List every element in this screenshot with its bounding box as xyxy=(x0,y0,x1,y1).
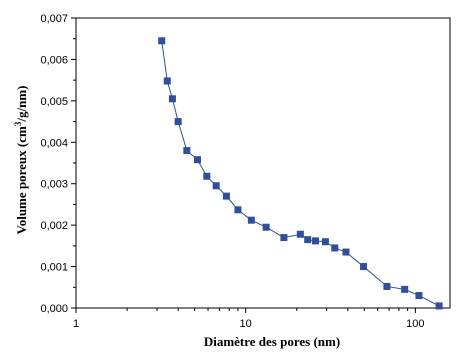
y-tick-label: 0,000 xyxy=(40,303,68,315)
plot-border xyxy=(75,17,451,309)
data-point xyxy=(262,223,270,231)
x-axis-title: Diamètre des pores (nm) xyxy=(204,334,340,349)
data-point xyxy=(321,238,329,246)
y-tick-label: 0,006 xyxy=(40,54,68,66)
y-tick-label: 0,004 xyxy=(40,137,68,149)
x-tick-label: 100 xyxy=(406,318,424,330)
y-axis-title-prefix: Volume poreux (cm xyxy=(14,126,29,235)
y-tick-label: 0,003 xyxy=(40,179,68,191)
data-point xyxy=(415,292,423,300)
data-point xyxy=(222,192,230,200)
data-point xyxy=(193,156,201,164)
data-point xyxy=(158,37,166,45)
y-axis-title-superscript: 3 xyxy=(13,121,23,126)
data-point xyxy=(247,216,255,224)
data-point xyxy=(342,248,350,256)
data-point xyxy=(234,206,242,214)
data-point xyxy=(435,302,443,310)
series-line xyxy=(161,40,440,307)
data-point xyxy=(383,282,391,290)
y-tick-label: 0,007 xyxy=(40,13,68,25)
data-point xyxy=(296,230,304,238)
data-point xyxy=(168,95,176,103)
data-point xyxy=(304,236,312,244)
axis-ticks: 0,000 0,001 0,002 0,003 0,004 0,005 0,006 0,007… xyxy=(40,13,424,330)
data-point xyxy=(203,172,211,180)
data-point xyxy=(312,237,320,245)
data-point xyxy=(212,182,220,190)
x-tick-label: 10 xyxy=(240,318,252,330)
y-tick-label: 0,001 xyxy=(40,262,68,274)
data-point xyxy=(331,244,339,252)
data-point xyxy=(280,234,288,242)
data-point xyxy=(174,118,182,126)
y-axis-title-suffix: /g/nm) xyxy=(14,86,29,123)
data-point xyxy=(360,263,368,271)
data-point xyxy=(183,147,191,155)
x-tick-label: 1 xyxy=(73,318,79,330)
data-point xyxy=(401,285,409,293)
y-tick-label: 0,002 xyxy=(40,220,68,232)
y-axis-title: Volume poreux (cm3/g/nm) xyxy=(13,86,29,235)
data-series xyxy=(158,37,443,310)
y-tick-label: 0,005 xyxy=(40,96,68,108)
data-point xyxy=(163,77,171,85)
plot-frame xyxy=(75,17,451,309)
